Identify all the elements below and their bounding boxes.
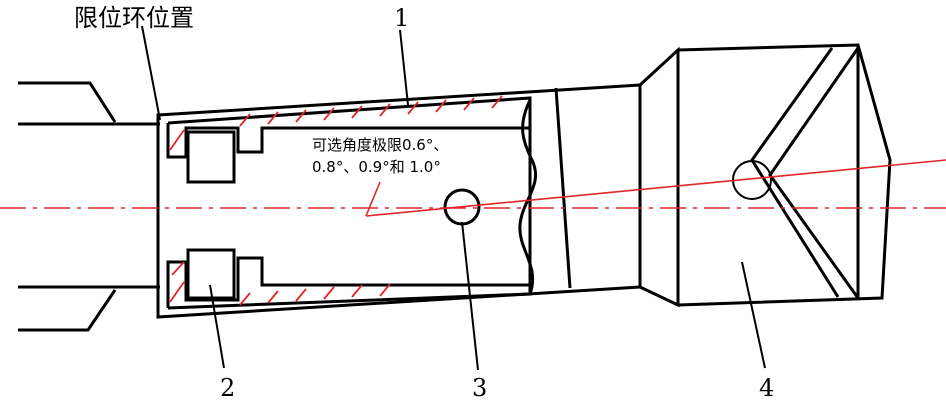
break-line (518, 99, 538, 295)
left-shaft (18, 81, 160, 332)
callout-3: 3 (472, 374, 487, 402)
callout-1: 1 (394, 4, 409, 32)
bit-section (638, 43, 892, 308)
bearing-blocks (186, 130, 236, 300)
limit-ring-hatching (169, 95, 503, 306)
callout-4: 4 (759, 374, 774, 402)
leader-lines (141, 25, 766, 371)
axes (0, 159, 946, 217)
limit-ring-position-label: 限位环位置 (74, 4, 194, 32)
inner-sleeve (166, 96, 532, 310)
angle-annotation-line1: 可选角度极限0.6°、 (312, 136, 448, 154)
angle-annotation-line2: 0.8°、0.9°和 1.0° (312, 158, 441, 176)
callout-2: 2 (220, 374, 235, 402)
